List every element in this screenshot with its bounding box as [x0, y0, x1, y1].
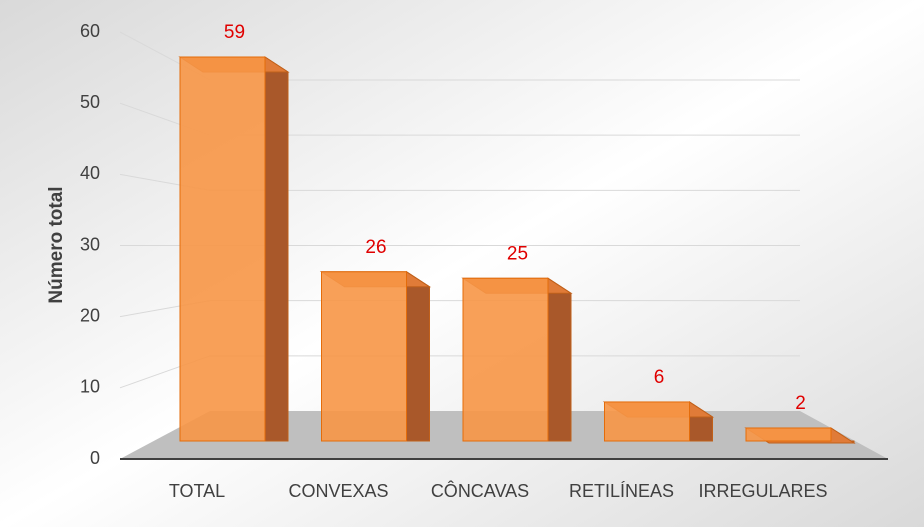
data-label: 25: [507, 243, 528, 264]
bar: [604, 401, 690, 442]
x-tick-label: TOTAL: [169, 481, 225, 501]
x-tick-label: RETILÍNEAS: [569, 481, 674, 501]
y-axis-title: Número total: [46, 186, 67, 303]
bar-side: [406, 270, 430, 442]
y-tick-label: 10: [80, 377, 100, 397]
bar: [179, 56, 266, 442]
y-tick-label: 20: [80, 305, 100, 325]
data-label: 6: [654, 367, 665, 388]
data-label: 59: [224, 22, 245, 43]
bar: [462, 277, 549, 442]
y-tick-label: 30: [80, 234, 100, 254]
x-tick-label: CONVEXAS: [288, 481, 388, 501]
y-tick-label: 40: [80, 163, 100, 183]
bar-side: [264, 56, 289, 442]
data-label: 2: [795, 393, 806, 414]
bar-side: [547, 277, 572, 442]
bar: [745, 427, 832, 442]
y-tick-label: 60: [80, 21, 100, 41]
y-tick-label: 50: [80, 92, 100, 112]
bar: [321, 271, 407, 442]
x-tick-label: CÔNCAVAS: [431, 480, 529, 501]
x-tick-label: IRREGULARES: [698, 481, 827, 501]
data-label: 26: [365, 237, 386, 258]
y-tick-label: 0: [90, 448, 100, 468]
